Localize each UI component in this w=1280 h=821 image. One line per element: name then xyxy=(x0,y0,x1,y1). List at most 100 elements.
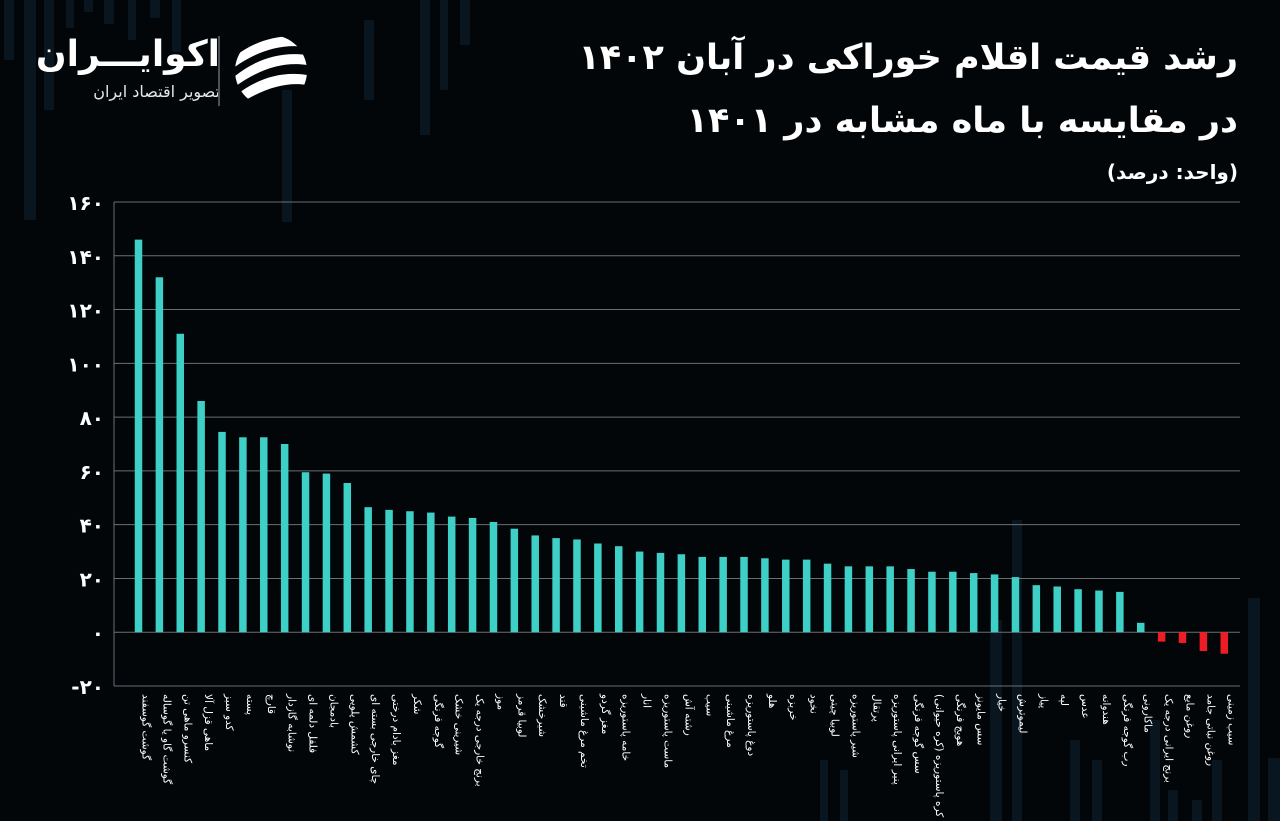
bar xyxy=(385,509,393,633)
y-tick-label: ۱۴۰ xyxy=(67,245,104,269)
bar xyxy=(280,444,289,633)
bar xyxy=(489,521,498,633)
logo-divider xyxy=(218,36,220,106)
x-category-label: لوبیا قرمز xyxy=(515,693,527,737)
bar xyxy=(656,552,665,633)
x-category-label: کنسرو ماهی تن xyxy=(181,694,193,763)
bar xyxy=(719,556,727,633)
bar xyxy=(677,554,686,633)
bar xyxy=(990,574,999,633)
bar xyxy=(218,431,226,633)
x-category-label: برنج ایرانی درجه یک xyxy=(1163,694,1175,783)
x-category-label: گوشت گوسفند xyxy=(140,694,153,760)
bar xyxy=(1053,586,1061,633)
y-tick-label: ۴۰ xyxy=(80,514,104,538)
x-category-label: شیرینی خشک xyxy=(453,694,465,755)
x-category-label: هویج فرنگی xyxy=(954,694,967,746)
chart-title-line1: رشد قیمت اقلام خوراکی در آبان ۱۴۰۲ xyxy=(578,38,1238,78)
bar xyxy=(969,573,978,633)
x-category-label: رشته آش xyxy=(682,694,695,736)
x-category-label: موز xyxy=(494,693,506,710)
bar xyxy=(1136,622,1145,633)
bar xyxy=(949,571,957,633)
bar xyxy=(1032,585,1041,633)
x-category-label: مغز گردو xyxy=(599,693,612,734)
x-category-label: روغن مایع xyxy=(1184,694,1196,738)
x-category-label: گوجه فرنگی xyxy=(432,694,445,748)
bar xyxy=(844,566,853,633)
bar xyxy=(197,400,205,633)
bar xyxy=(176,333,185,633)
bar xyxy=(1116,591,1124,633)
x-category-label: لوبیا چیتی xyxy=(829,694,841,737)
x-category-label: پرتقال xyxy=(870,694,882,722)
bar xyxy=(427,512,435,633)
logo-tagline: تصویر اقتصاد ایران xyxy=(93,82,220,101)
unit-label: (واحد: درصد) xyxy=(1106,160,1238,184)
y-tick-label: ۶۰ xyxy=(80,460,104,484)
x-category-label: هندوانه xyxy=(1100,694,1112,725)
x-category-label: سس مایونز xyxy=(975,693,987,745)
x-category-label: ماکارونی xyxy=(1142,694,1154,733)
bar xyxy=(510,528,519,633)
bar xyxy=(907,569,915,633)
bar xyxy=(343,482,352,633)
x-category-label: عدس xyxy=(1079,694,1091,719)
x-category-label: قارچ xyxy=(265,694,277,714)
x-category-label: بادمجان xyxy=(327,694,339,728)
bar xyxy=(782,559,790,633)
bar xyxy=(1011,577,1020,633)
x-category-label: کدو سبز xyxy=(223,693,235,731)
x-category-label: شیر پاستوریزه xyxy=(849,694,861,758)
x-category-label: شکر xyxy=(411,693,423,714)
bar xyxy=(698,556,707,633)
x-category-label: نخود xyxy=(808,694,820,714)
bar xyxy=(802,559,811,633)
bar xyxy=(531,535,539,633)
x-category-label: پنیر ایرانی پاستوریزه xyxy=(891,694,903,785)
x-category-label: تخم مرغ ماشینی xyxy=(578,694,590,768)
x-category-label: انار xyxy=(641,693,653,708)
x-category-label: گوشت گاو یا گوساله xyxy=(160,694,173,784)
bar xyxy=(823,563,832,633)
y-tick-label: ۱۲۰ xyxy=(67,299,104,323)
x-category-label: قند xyxy=(557,694,569,708)
bar xyxy=(260,437,268,633)
x-category-label: نوشابه گازدار xyxy=(286,693,299,752)
bar xyxy=(301,472,310,633)
bar xyxy=(594,543,602,633)
y-tick-label: -۲۰ xyxy=(71,675,104,699)
x-category-label: کره پاستوریزه (کره حیوانی) xyxy=(933,694,945,817)
x-category-label: خربزه xyxy=(787,694,799,721)
bar xyxy=(1220,632,1229,654)
chart-title-line2: در مقایسه با ماه مشابه در ۱۴۰۱ xyxy=(686,101,1238,141)
x-category-label: برنج خارجی درجه یک xyxy=(474,694,486,787)
x-category-label: سس گوجه فرنگی xyxy=(912,694,925,774)
x-category-label: چای خارجی بسته ای xyxy=(369,694,381,784)
bar xyxy=(1074,589,1082,633)
logo-name: اکوایـــران xyxy=(35,34,220,75)
x-category-label: لیموترش xyxy=(1016,694,1028,733)
x-category-label: دوغ پاستوریزه xyxy=(745,694,757,756)
bar xyxy=(573,539,581,633)
logo: اکوایـــران تصویر اقتصاد ایران xyxy=(35,30,316,110)
x-category-label: لپه xyxy=(1058,694,1070,706)
x-category-label: سیب xyxy=(703,694,715,716)
x-category-label: خامه پاستوریزه xyxy=(620,694,632,761)
bar xyxy=(740,556,748,633)
bar xyxy=(1095,590,1103,633)
x-category-label: پسته xyxy=(244,694,256,715)
bar xyxy=(134,239,143,633)
x-category-label: پیاز xyxy=(1037,693,1049,708)
x-category-label: خیار xyxy=(996,693,1008,712)
y-tick-label: ۸۰ xyxy=(80,406,104,430)
bar xyxy=(155,277,164,633)
bar xyxy=(468,517,477,633)
x-category-label: مرغ ماشینی xyxy=(724,694,736,748)
x-category-label: کشمش پلویی xyxy=(348,694,360,755)
x-category-label: روغن نباتی جامد xyxy=(1204,694,1216,766)
x-category-label: شیرخشک xyxy=(536,694,548,737)
x-category-label: ماست پاستوریزه xyxy=(662,694,674,768)
